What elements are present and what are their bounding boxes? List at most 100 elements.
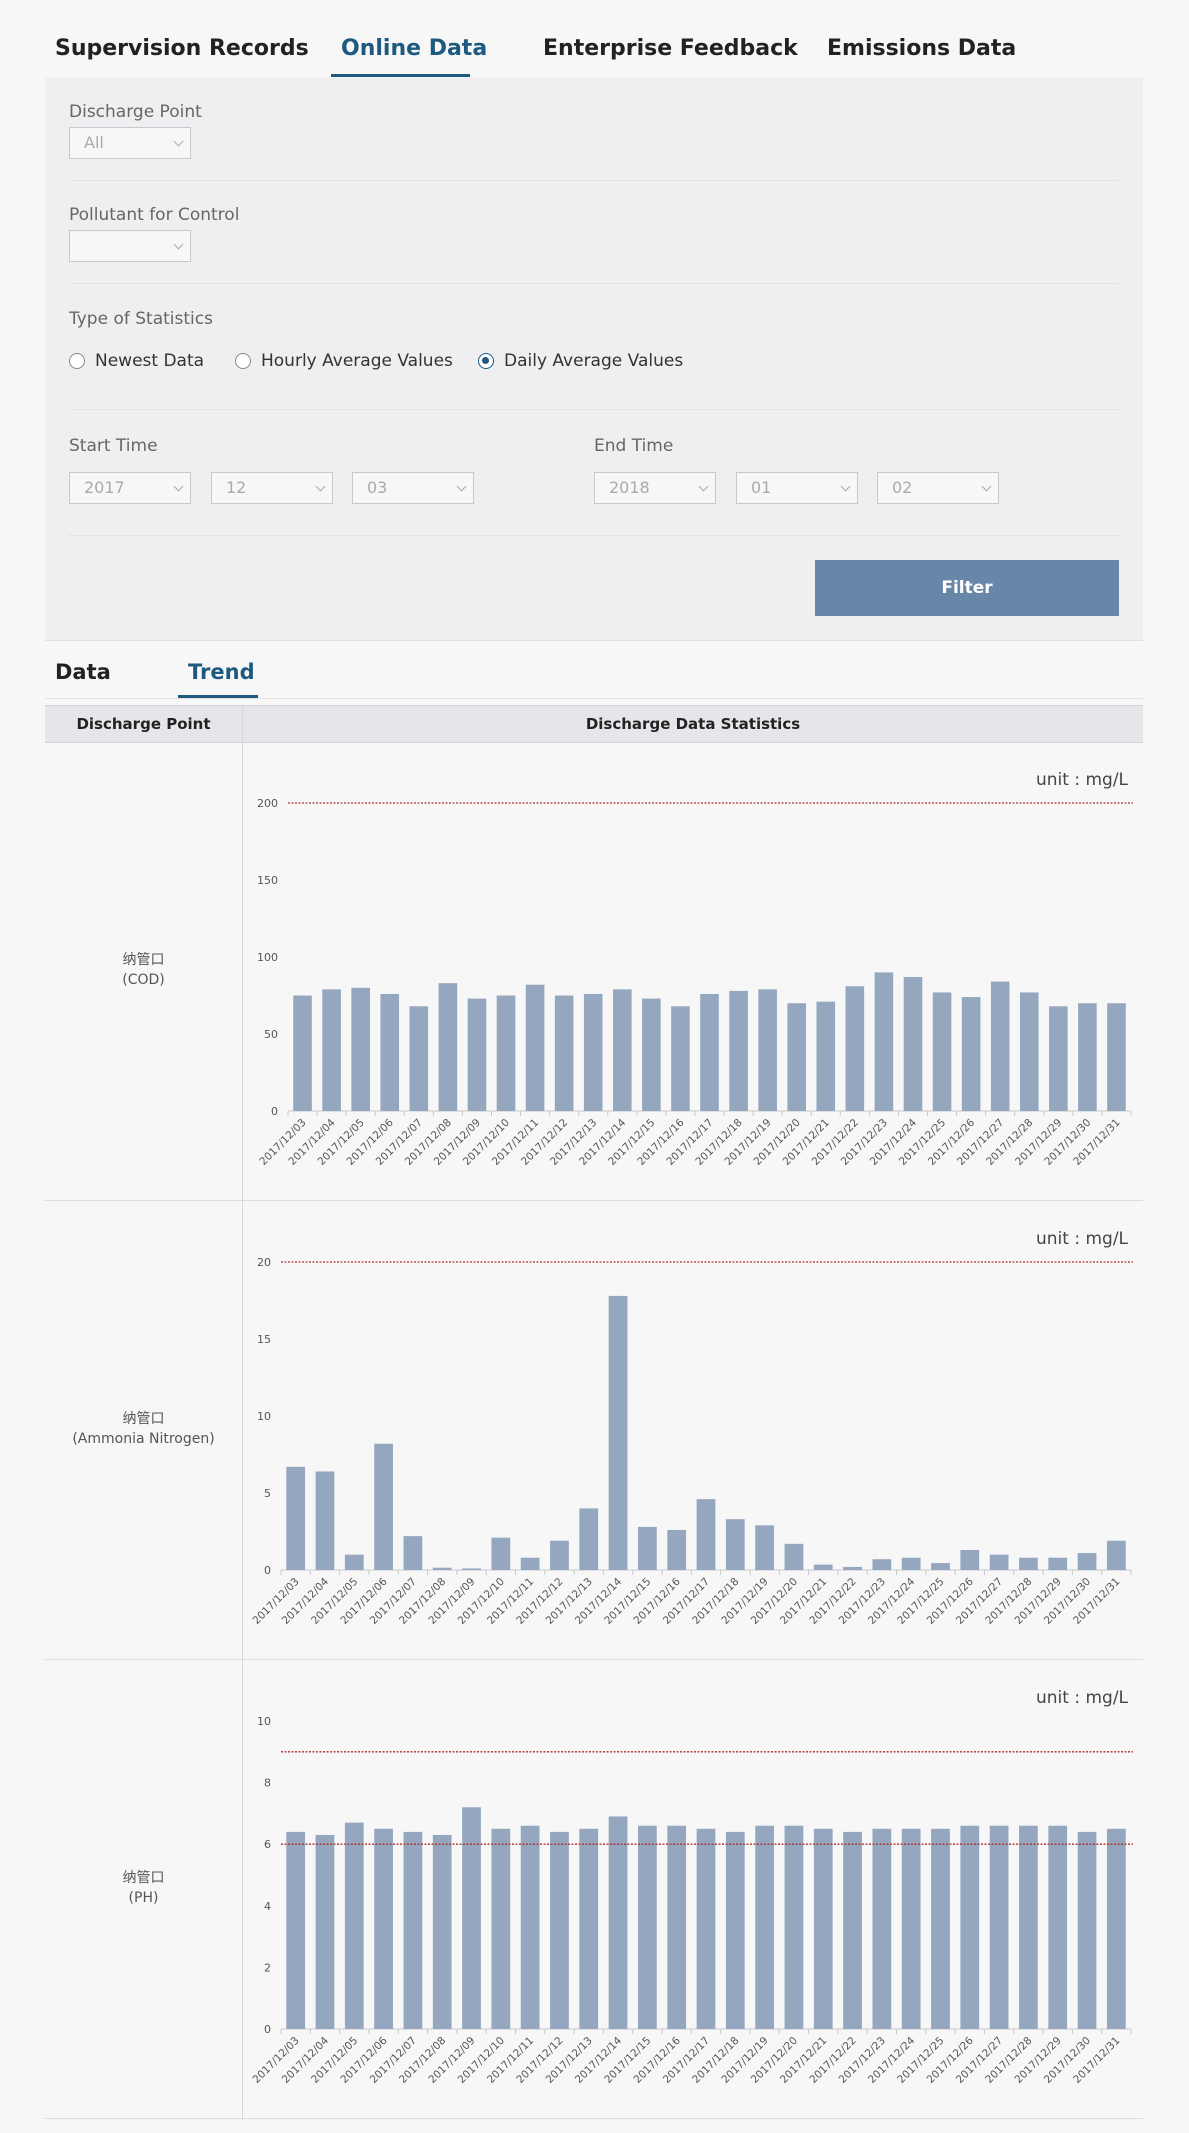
- row-divider: [45, 1200, 1143, 1201]
- bar: [667, 1529, 687, 1570]
- start-day-value: 03: [367, 478, 388, 497]
- bar: [344, 1554, 364, 1570]
- top-tab-bar: Supervision Records Online Data Enterpri…: [0, 0, 1189, 78]
- row-label-ammonia: 纳管口 (Ammonia Nitrogen): [45, 1409, 242, 1449]
- bar: [583, 993, 603, 1111]
- bar: [990, 981, 1010, 1111]
- start-year-select[interactable]: 2017: [69, 472, 191, 504]
- bar: [696, 1499, 716, 1570]
- radio-selected-icon: [478, 353, 494, 369]
- start-month-select[interactable]: 12: [211, 472, 333, 504]
- bar: [432, 1834, 452, 2029]
- bar: [816, 1001, 836, 1111]
- tab-online-data[interactable]: Online Data: [341, 36, 488, 61]
- bar: [1077, 1831, 1097, 2029]
- y-tick-label: 2: [264, 1961, 271, 1974]
- subtab-trend[interactable]: Trend: [188, 660, 255, 684]
- end-day-select[interactable]: 02: [877, 472, 999, 504]
- bar: [1019, 1825, 1038, 2029]
- start-time-label: Start Time: [69, 436, 158, 456]
- bar: [872, 1828, 892, 2029]
- bar: [315, 1471, 335, 1570]
- bar: [638, 1825, 657, 2029]
- divider: [69, 283, 1119, 284]
- bar: [520, 1825, 540, 2029]
- radio-circle-icon: [69, 353, 85, 369]
- bar: [1048, 1557, 1068, 1570]
- tab-supervision-records[interactable]: Supervision Records: [55, 36, 309, 61]
- bar: [374, 1443, 393, 1570]
- end-time-label: End Time: [594, 436, 674, 456]
- bar: [1049, 1006, 1068, 1111]
- bar: [784, 1825, 804, 2029]
- subtab-data[interactable]: Data: [55, 660, 111, 684]
- bar: [667, 1825, 687, 2029]
- pollutant-label: Pollutant for Control: [69, 205, 240, 225]
- chevron-down-icon: [315, 481, 326, 492]
- y-tick-label: 8: [264, 1777, 271, 1790]
- bar: [409, 1006, 429, 1111]
- divider: [69, 409, 1119, 410]
- bar: [700, 993, 719, 1111]
- bar: [642, 998, 661, 1111]
- bar: [638, 1526, 657, 1570]
- bar: [315, 1834, 335, 2029]
- bar: [491, 1828, 511, 2029]
- filter-button[interactable]: Filter: [815, 560, 1119, 616]
- bar: [496, 995, 516, 1111]
- bar: [286, 1831, 306, 2029]
- bar: [438, 983, 458, 1111]
- bar: [725, 1831, 745, 2029]
- end-month-select[interactable]: 01: [736, 472, 858, 504]
- radio-label: Daily Average Values: [504, 351, 684, 371]
- bar: [843, 1831, 862, 2029]
- bar: [901, 1557, 921, 1570]
- bar: [1019, 992, 1039, 1111]
- bar: [729, 990, 748, 1111]
- bar: [612, 989, 632, 1111]
- bar: [1106, 1540, 1126, 1570]
- chevron-down-icon: [981, 481, 992, 492]
- bar: [1048, 1825, 1068, 2029]
- bar: [550, 1540, 569, 1570]
- chevron-down-icon: [173, 481, 184, 492]
- end-month-value: 01: [751, 478, 772, 497]
- bar: [550, 1831, 569, 2029]
- bar: [931, 1563, 950, 1570]
- y-tick-label: 10: [257, 1715, 271, 1728]
- active-subtab-underline: [178, 695, 258, 698]
- bar: [903, 977, 923, 1111]
- radio-label: Hourly Average Values: [261, 351, 453, 371]
- bar: [931, 1828, 950, 2029]
- y-tick-label: 50: [264, 1028, 278, 1041]
- tab-enterprise-feedback[interactable]: Enterprise Feedback: [543, 36, 798, 61]
- bar: [608, 1816, 628, 2029]
- bar: [696, 1828, 716, 2029]
- start-year-value: 2017: [84, 478, 125, 497]
- y-tick-label: 5: [264, 1487, 271, 1500]
- bar: [579, 1508, 599, 1570]
- y-tick-label: 100: [257, 951, 278, 964]
- bar: [322, 989, 341, 1111]
- discharge-point-select[interactable]: All: [69, 127, 191, 159]
- radio-circle-icon: [235, 353, 251, 369]
- bar: [989, 1554, 1009, 1570]
- unit-label: unit : mg/L: [1036, 1688, 1129, 1708]
- y-tick-label: 0: [271, 1105, 278, 1118]
- bar: [374, 1828, 393, 2029]
- divider: [45, 698, 1143, 699]
- start-month-value: 12: [226, 478, 247, 497]
- pollutant-select[interactable]: [69, 230, 191, 262]
- bar: [344, 1822, 364, 2029]
- bar: [293, 995, 312, 1111]
- discharge-point-value: All: [84, 133, 104, 152]
- tab-emissions-data[interactable]: Emissions Data: [827, 36, 1017, 61]
- row-label-ph: 纳管口 (PH): [45, 1868, 242, 1908]
- end-year-select[interactable]: 2018: [594, 472, 716, 504]
- discharge-point-label: Discharge Point: [69, 102, 202, 122]
- start-day-select[interactable]: 03: [352, 472, 474, 504]
- bar: [874, 972, 894, 1111]
- bar: [403, 1536, 423, 1570]
- y-tick-label: 6: [264, 1838, 271, 1851]
- y-tick-label: 150: [257, 874, 278, 887]
